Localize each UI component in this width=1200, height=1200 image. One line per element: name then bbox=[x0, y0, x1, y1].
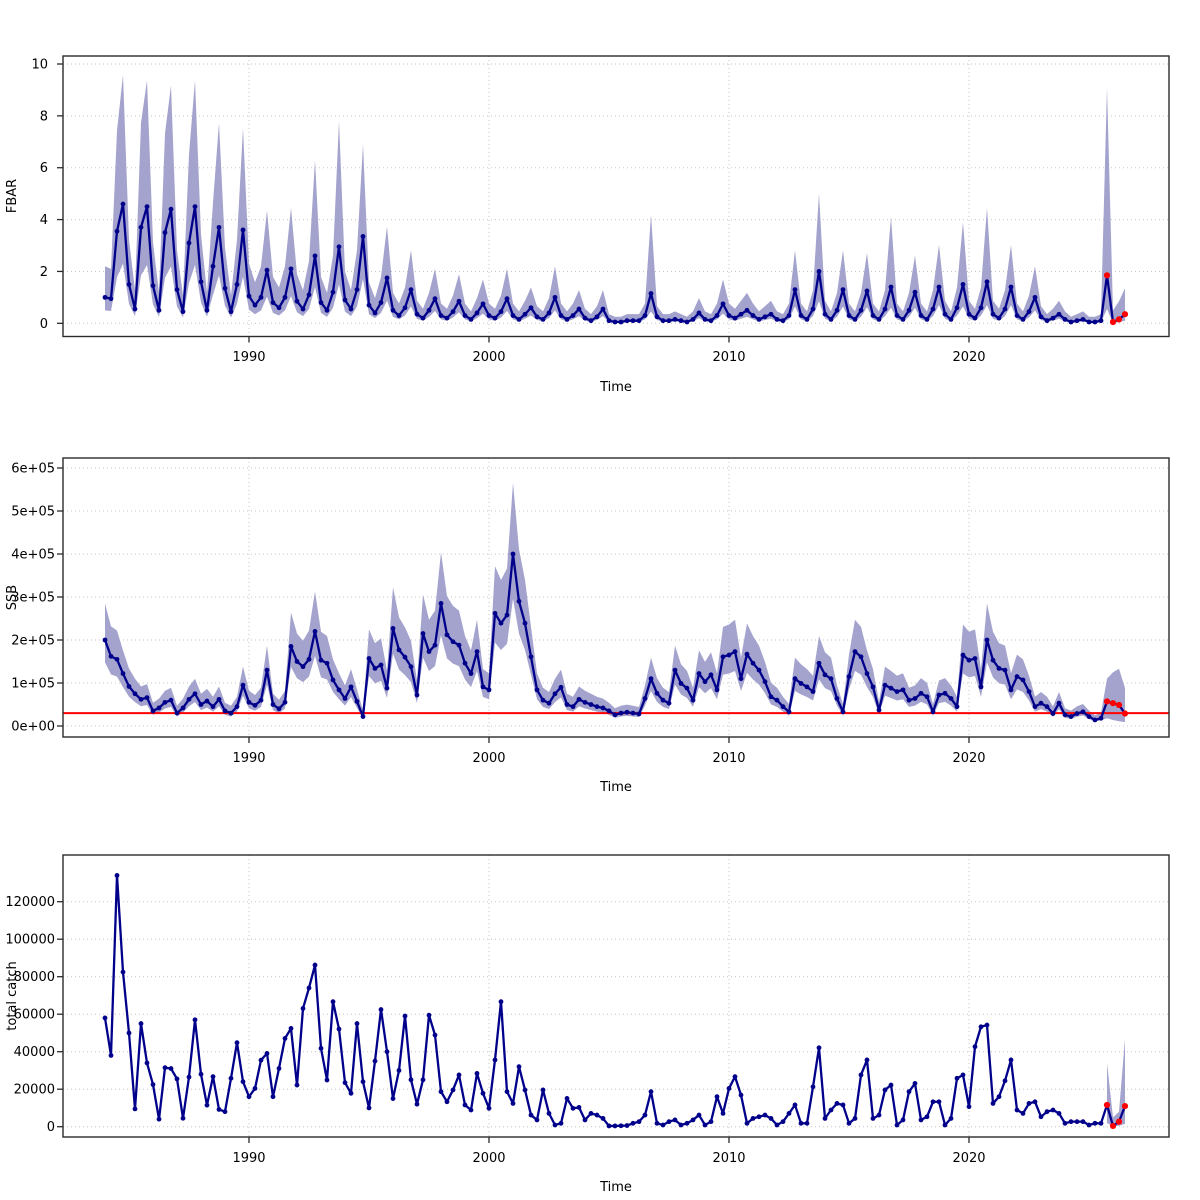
x-tick-label: 2020 bbox=[952, 1151, 985, 1166]
x-tick-label: 1990 bbox=[232, 350, 265, 365]
y-tick-label: 3e+05 bbox=[11, 591, 55, 606]
y-tick-label: 0 bbox=[40, 317, 48, 332]
y-axis: 0 20000 40000 60000 80000 100000 120000 bbox=[5, 895, 63, 1135]
total_catch-panel: 0 20000 40000 60000 80000 100000 120000 1990 200… bbox=[5, 854, 1170, 1195]
x-tick-label: 1990 bbox=[232, 751, 265, 766]
ssb-panel: 0e+00 1e+05 2e+05 3e+05 4e+05 5e+05 6e+05 1990 2… bbox=[5, 457, 1170, 795]
x-tick-label: 2000 bbox=[472, 751, 505, 766]
y-axis: 0 2 4 6 8 10 bbox=[31, 58, 63, 332]
x-tick-label: 2010 bbox=[712, 1151, 745, 1166]
y-tick-label: 2e+05 bbox=[11, 634, 55, 649]
x-tick-label: 2020 bbox=[952, 751, 985, 766]
y-tick-label: 20000 bbox=[14, 1083, 55, 1098]
y-tick-label: 10 bbox=[31, 58, 48, 73]
forecast-points bbox=[1103, 1101, 1129, 1130]
data-points bbox=[102, 873, 1104, 1129]
y-axis-title: FBAR bbox=[5, 179, 20, 213]
y-axis-title: SSB bbox=[5, 585, 20, 610]
x-axis: 1990 2000 2010 2020 bbox=[232, 1137, 986, 1166]
x-axis-title: Time bbox=[599, 1180, 632, 1195]
y-tick-label: 0e+00 bbox=[11, 720, 55, 735]
x-tick-label: 2000 bbox=[472, 1151, 505, 1166]
data-points bbox=[102, 551, 1104, 723]
y-tick-label: 60000 bbox=[14, 1008, 55, 1023]
y-tick-label: 100000 bbox=[5, 933, 55, 948]
y-tick-label: 4e+05 bbox=[11, 548, 55, 563]
data-points bbox=[102, 201, 1104, 325]
x-tick-label: 2020 bbox=[952, 350, 985, 365]
y-tick-label: 4 bbox=[40, 213, 48, 228]
y-axis: 0e+00 1e+05 2e+05 3e+05 4e+05 5e+05 6e+05 bbox=[11, 462, 63, 735]
forecast-points bbox=[1103, 272, 1129, 326]
y-tick-label: 8 bbox=[40, 109, 48, 124]
panel-box bbox=[62, 55, 1170, 338]
y-tick-label: 6e+05 bbox=[11, 462, 55, 477]
forecast-points bbox=[1103, 698, 1129, 717]
x-axis-title: Time bbox=[599, 780, 632, 795]
x-tick-label: 2010 bbox=[712, 350, 745, 365]
x-axis: 1990 2000 2010 2020 bbox=[232, 737, 986, 766]
y-tick-label: 1e+05 bbox=[11, 677, 55, 692]
y-axis-title: total catch bbox=[5, 961, 20, 1030]
x-axis-title: Time bbox=[599, 380, 632, 395]
gridlines bbox=[63, 458, 1169, 737]
x-axis: 1990 2000 2010 2020 bbox=[232, 336, 986, 365]
y-tick-label: 5e+05 bbox=[11, 505, 55, 520]
y-tick-label: 2 bbox=[40, 265, 48, 280]
estimate-line bbox=[103, 874, 1127, 1128]
x-tick-label: 2000 bbox=[472, 350, 505, 365]
x-tick-label: 2010 bbox=[712, 751, 745, 766]
y-tick-label: 40000 bbox=[14, 1045, 55, 1060]
y-tick-label: 6 bbox=[40, 161, 48, 176]
x-tick-label: 1990 bbox=[232, 1151, 265, 1166]
confidence-band bbox=[105, 483, 1125, 723]
y-tick-label: 120000 bbox=[5, 895, 55, 910]
confidence-band bbox=[1107, 1038, 1125, 1127]
y-tick-label: 80000 bbox=[14, 970, 55, 985]
fbar-panel: 0 2 4 6 8 10 1990 2000 2010 2020 Time FBAR bbox=[5, 55, 1170, 395]
panel-box bbox=[62, 854, 1170, 1138]
y-tick-label: 0 bbox=[47, 1120, 55, 1135]
confidence-band bbox=[105, 74, 1125, 324]
